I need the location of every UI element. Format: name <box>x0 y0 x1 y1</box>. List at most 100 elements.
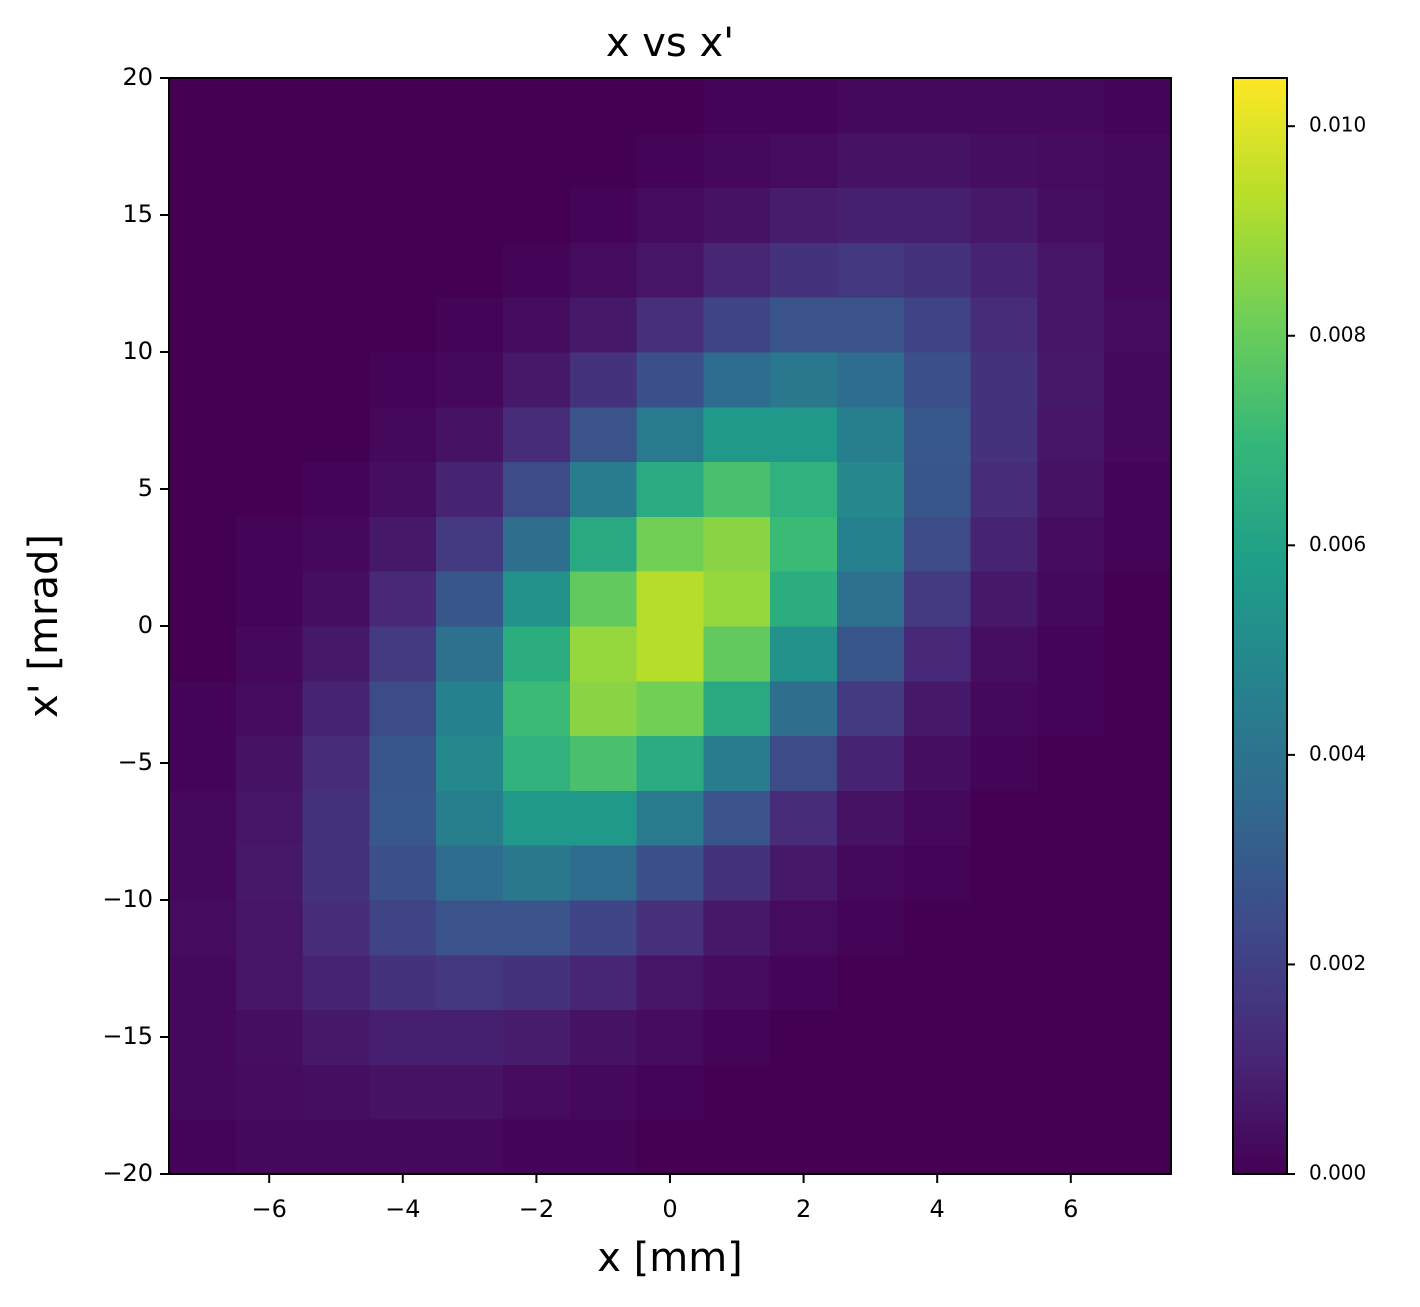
heatmap-cell <box>636 352 704 408</box>
heatmap-cell <box>302 406 370 463</box>
heatmap-cell <box>703 461 771 517</box>
heatmap-cell <box>770 1009 838 1065</box>
colorbar <box>1232 77 1288 1175</box>
heatmap-cell <box>636 735 704 791</box>
heatmap-cell <box>302 1064 370 1120</box>
heatmap-cell <box>1104 790 1172 846</box>
heatmap-cell <box>436 735 504 791</box>
heatmap-cell <box>903 516 972 572</box>
heatmap-cell <box>503 1009 571 1065</box>
heatmap-cell <box>770 571 838 627</box>
heatmap-cell <box>569 1064 638 1120</box>
heatmap-cell <box>503 297 571 353</box>
heatmap-cell <box>970 680 1038 737</box>
heatmap-cell <box>970 845 1038 901</box>
x-tick-label: 4 <box>930 1195 945 1223</box>
heatmap-cell <box>169 680 237 737</box>
heatmap-cell <box>302 735 370 791</box>
heatmap-cell <box>970 954 1038 1011</box>
heatmap-cell <box>636 954 704 1011</box>
heatmap-cell <box>970 352 1038 408</box>
heatmap-cell <box>703 900 771 956</box>
heatmap-cell <box>770 1064 838 1120</box>
heatmap-cell <box>703 78 771 134</box>
heatmap-cell <box>436 1064 504 1120</box>
heatmap-cell <box>703 845 771 901</box>
heatmap-cell <box>770 900 838 956</box>
heatmap-cell <box>636 516 704 572</box>
heatmap-cell <box>903 1064 972 1120</box>
heatmap-cell <box>970 461 1038 517</box>
heatmap-cell <box>302 1009 370 1065</box>
heatmap-cell <box>1104 1064 1172 1120</box>
heatmap-cell <box>636 1119 704 1175</box>
heatmap-cell <box>636 626 704 682</box>
y-tick-label: −10 <box>102 885 153 913</box>
heatmap-cell <box>169 1119 237 1175</box>
heatmap-cell <box>703 571 771 627</box>
heatmap-cell <box>770 735 838 791</box>
heatmap-cell <box>970 626 1038 682</box>
heatmap-cell <box>235 571 304 627</box>
heatmap-cell <box>369 406 437 463</box>
heatmap-cell <box>636 900 704 956</box>
x-tick-label: −6 <box>252 1195 287 1223</box>
y-tick-label: 20 <box>122 63 153 91</box>
heatmap-cell <box>1104 516 1172 572</box>
heatmap-cell <box>636 845 704 901</box>
heatmap-cell <box>903 571 972 627</box>
heatmap-cell <box>436 461 504 517</box>
heatmap-cell <box>169 735 237 791</box>
heatmap-cell <box>569 571 638 627</box>
heatmap-cell <box>235 78 304 134</box>
heatmap-cell <box>503 1119 571 1175</box>
heatmap-cell <box>903 187 972 243</box>
heatmap-cell <box>1104 1119 1172 1175</box>
colorbar-tick-label: 0.002 <box>1309 951 1366 975</box>
heatmap-cell <box>837 1064 905 1120</box>
heatmap-cell <box>1037 626 1105 682</box>
heatmap-cell <box>1037 242 1105 298</box>
y-tick-label: 15 <box>122 200 153 228</box>
heatmap-cell <box>636 680 704 737</box>
heatmap-cell <box>569 352 638 408</box>
heatmap-cell <box>1104 352 1172 408</box>
y-axis-label: x' [mrad] <box>21 534 67 718</box>
y-tick-label: −15 <box>102 1022 153 1050</box>
heatmap-cell <box>436 680 504 737</box>
heatmap-cell <box>369 516 437 572</box>
heatmap-cell <box>636 297 704 353</box>
heatmap-cell <box>436 571 504 627</box>
heatmap-cell <box>970 297 1038 353</box>
heatmap-cell <box>569 1119 638 1175</box>
heatmap-cell <box>903 790 972 846</box>
heatmap-cell <box>1037 1119 1105 1175</box>
heatmap-cell <box>903 242 972 298</box>
heatmap-cell <box>369 1009 437 1065</box>
heatmap-cell <box>1104 242 1172 298</box>
heatmap-cell <box>503 132 571 189</box>
heatmap-cell <box>503 1064 571 1120</box>
heatmap-cell <box>903 132 972 189</box>
heatmap-cell <box>837 78 905 134</box>
heatmap-cell <box>770 1119 838 1175</box>
heatmap-cell <box>1037 1009 1105 1065</box>
heatmap-cell <box>436 790 504 846</box>
heatmap-cell <box>235 954 304 1011</box>
heatmap-cell <box>503 954 571 1011</box>
heatmap-cell <box>436 516 504 572</box>
heatmap-cell <box>503 626 571 682</box>
heatmap-cell <box>837 297 905 353</box>
heatmap-cell <box>169 900 237 956</box>
heatmap-cell <box>569 242 638 298</box>
heatmap-cell <box>1104 1009 1172 1065</box>
heatmap-cell <box>1104 735 1172 791</box>
heatmap-cell <box>1037 900 1105 956</box>
heatmap-cell <box>1104 461 1172 517</box>
heatmap-cell <box>436 132 504 189</box>
heatmap-cell <box>369 242 437 298</box>
heatmap-cell <box>569 735 638 791</box>
heatmap-cell <box>970 790 1038 846</box>
heatmap-cell <box>169 516 237 572</box>
